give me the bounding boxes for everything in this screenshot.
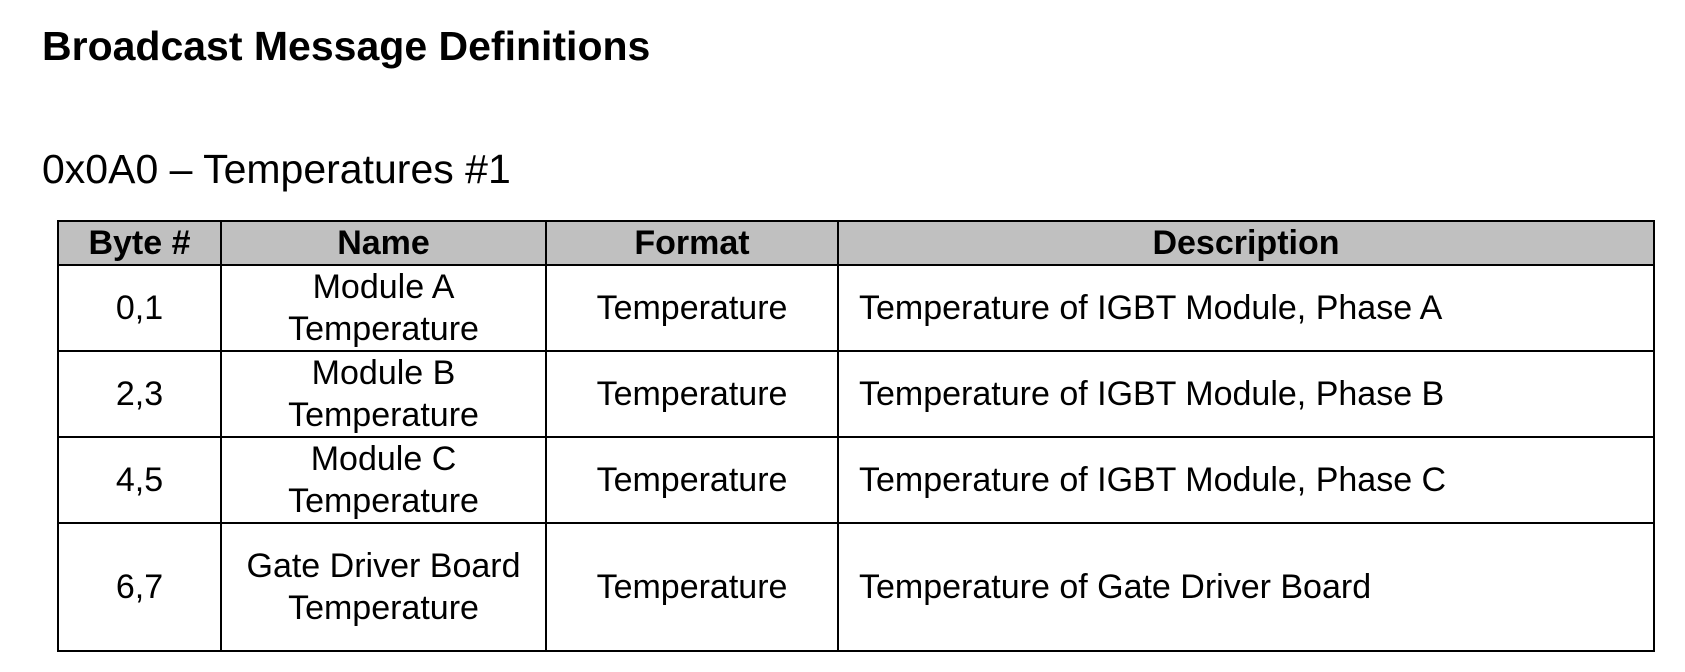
table-row: 0,1 Module A Temperature Temperature Tem… [57,264,1655,352]
cell-name: Module A Temperature [220,264,547,352]
cell-description: Temperature of IGBT Module, Phase A [837,264,1655,352]
column-header-description: Description [837,220,1655,266]
table-header-row: Byte # Name Format Description [57,220,1655,266]
cell-format: Temperature [545,436,839,524]
table-row: 4,5 Module C Temperature Temperature Tem… [57,436,1655,524]
cell-description: Temperature of Gate Driver Board [837,522,1655,652]
cell-format: Temperature [545,264,839,352]
cell-byte: 4,5 [57,436,222,524]
column-header-format: Format [545,220,839,266]
cell-description: Temperature of IGBT Module, Phase B [837,350,1655,438]
cell-description: Temperature of IGBT Module, Phase C [837,436,1655,524]
section-title: 0x0A0 – Temperatures #1 [42,146,511,192]
column-header-byte: Byte # [57,220,222,266]
cell-format: Temperature [545,522,839,652]
column-header-name: Name [220,220,547,266]
cell-name: Module B Temperature [220,350,547,438]
cell-format: Temperature [545,350,839,438]
cell-byte: 6,7 [57,522,222,652]
table-row: 2,3 Module B Temperature Temperature Tem… [57,350,1655,438]
cell-name: Module C Temperature [220,436,547,524]
table-row: 6,7 Gate Driver Board Temperature Temper… [57,522,1655,652]
cell-name: Gate Driver Board Temperature [220,522,547,652]
cell-byte: 0,1 [57,264,222,352]
page-title: Broadcast Message Definitions [42,23,651,69]
message-definition-table: Byte # Name Format Description 0,1 Modul… [57,220,1655,652]
cell-byte: 2,3 [57,350,222,438]
